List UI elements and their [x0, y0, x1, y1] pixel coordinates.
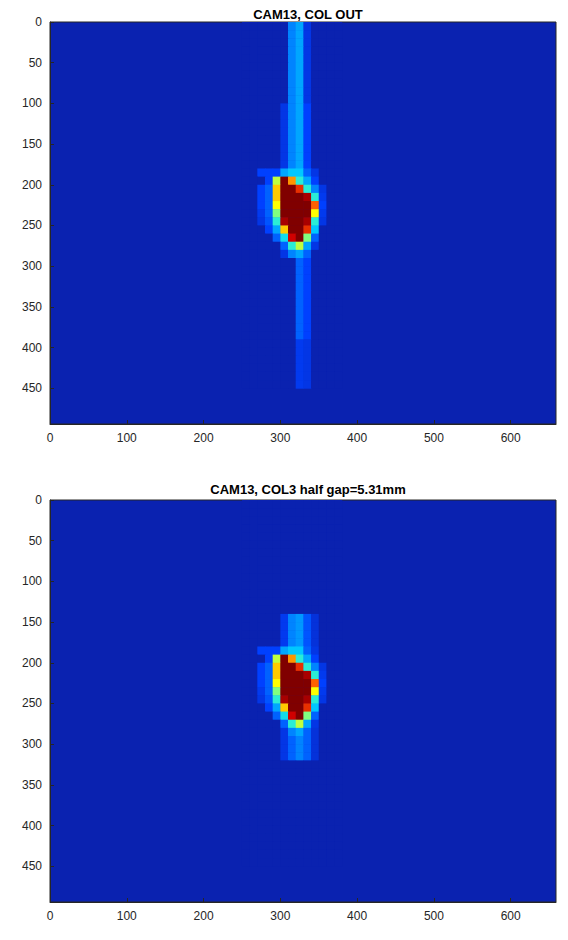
svg-text:450: 450: [22, 381, 42, 395]
svg-text:50: 50: [29, 534, 43, 548]
svg-text:100: 100: [22, 96, 42, 110]
svg-text:450: 450: [22, 859, 42, 873]
svg-text:600: 600: [501, 431, 521, 445]
svg-text:CAM13, COL3 half gap=5.31mm: CAM13, COL3 half gap=5.31mm: [210, 482, 405, 497]
svg-text:150: 150: [22, 137, 42, 151]
svg-text:350: 350: [22, 300, 42, 314]
svg-text:50: 50: [29, 56, 43, 70]
svg-text:300: 300: [22, 737, 42, 751]
svg-text:0: 0: [35, 493, 42, 507]
svg-text:150: 150: [22, 615, 42, 629]
svg-text:100: 100: [117, 431, 137, 445]
svg-text:0: 0: [35, 15, 42, 29]
svg-text:300: 300: [22, 259, 42, 273]
svg-text:400: 400: [347, 431, 367, 445]
svg-text:600: 600: [501, 909, 521, 923]
svg-text:CAM13, COL OUT: CAM13, COL OUT: [253, 7, 363, 22]
svg-text:500: 500: [424, 431, 444, 445]
svg-text:300: 300: [270, 431, 290, 445]
svg-text:400: 400: [347, 909, 367, 923]
svg-text:0: 0: [47, 431, 54, 445]
svg-text:200: 200: [22, 178, 42, 192]
svg-text:100: 100: [22, 574, 42, 588]
svg-text:300: 300: [270, 909, 290, 923]
svg-text:200: 200: [194, 909, 214, 923]
svg-text:0: 0: [47, 909, 54, 923]
svg-text:250: 250: [22, 696, 42, 710]
svg-text:400: 400: [22, 341, 42, 355]
svg-text:200: 200: [194, 431, 214, 445]
svg-text:100: 100: [117, 909, 137, 923]
svg-text:350: 350: [22, 778, 42, 792]
svg-text:250: 250: [22, 218, 42, 232]
svg-text:500: 500: [424, 909, 444, 923]
svg-text:400: 400: [22, 819, 42, 833]
svg-text:200: 200: [22, 656, 42, 670]
